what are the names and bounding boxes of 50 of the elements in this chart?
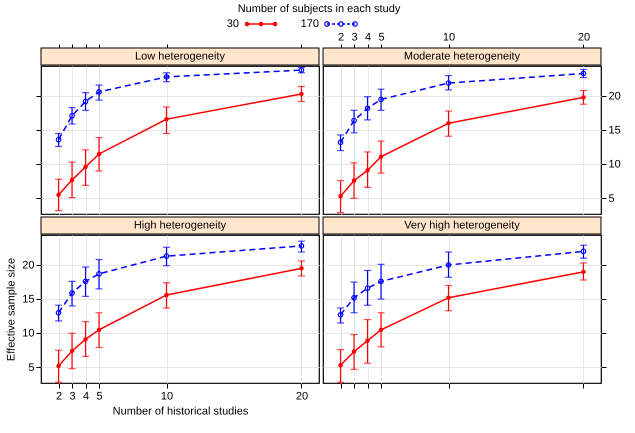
point — [338, 140, 344, 146]
point — [82, 278, 88, 284]
point — [298, 243, 304, 249]
y-tick-label: 10 — [22, 328, 34, 340]
point — [364, 105, 370, 112]
point — [378, 278, 384, 284]
x-axis-title: Number of historical studies — [112, 406, 249, 418]
y-tick-label: 15 — [22, 294, 34, 306]
point — [69, 290, 75, 296]
point — [96, 89, 102, 95]
point — [446, 262, 452, 268]
point — [69, 112, 75, 119]
y-tick-label: 10 — [608, 158, 621, 171]
x-tick-label: 10 — [160, 390, 174, 402]
point — [364, 285, 370, 292]
chart-title: Very high heterogeneity — [404, 220, 520, 232]
x-tick-label: 2 — [338, 32, 344, 44]
x-tick-label: 4 — [82, 390, 90, 402]
x-tick-label: 10 — [442, 32, 456, 44]
x-tick-label: 3 — [351, 32, 358, 44]
point — [351, 118, 357, 124]
point — [82, 98, 88, 104]
point — [164, 253, 170, 259]
chart-title: High heterogeneity — [134, 220, 227, 232]
legend-title: Number of subjects in each study — [238, 3, 401, 15]
x-tick-label: 4 — [364, 32, 372, 44]
point — [580, 248, 586, 254]
point — [338, 312, 344, 318]
point — [56, 136, 62, 142]
y-tick-label: 15 — [608, 124, 621, 137]
point — [56, 310, 62, 316]
x-tick-label: 20 — [578, 32, 590, 44]
y-tick-label: 20 — [608, 90, 621, 103]
point — [446, 80, 452, 86]
y-axis-title: Effective sample size — [5, 258, 18, 362]
x-tick-label: 20 — [296, 390, 308, 402]
y-tick-label: 20 — [22, 260, 34, 272]
y-tick-label: 5 — [28, 362, 34, 374]
point — [96, 271, 102, 277]
point — [351, 294, 357, 301]
chart-title: Moderate heterogeneity — [404, 50, 521, 62]
x-tick-label: 2 — [56, 390, 62, 402]
chart-title: Low heterogeneity — [135, 50, 226, 62]
y-tick-label: 5 — [608, 192, 615, 205]
x-tick-label: 5 — [378, 32, 385, 44]
legend-label: 170 — [300, 18, 319, 30]
x-tick-label: 3 — [69, 390, 76, 402]
legend-label: 30 — [226, 18, 239, 30]
point — [378, 96, 384, 102]
x-tick-label: 5 — [96, 390, 103, 402]
